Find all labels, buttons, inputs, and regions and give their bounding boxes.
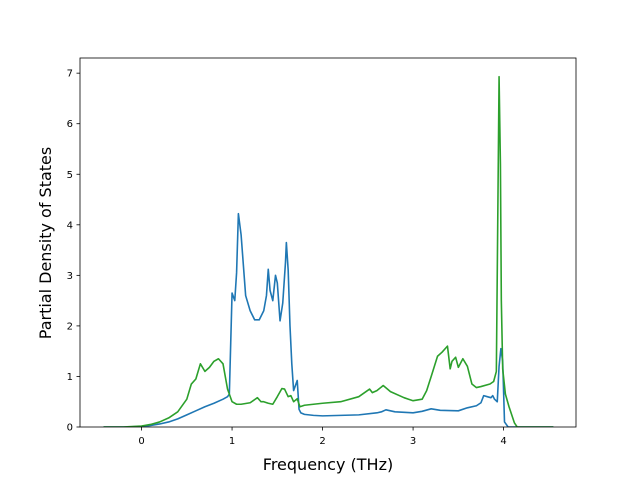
plot-frame [79, 57, 577, 428]
y-tick-label: 5 [67, 170, 73, 181]
x-axis-label: Frequency (THz) [263, 455, 393, 474]
x-tick-label: 3 [410, 436, 416, 447]
y-axis-label: Partial Density of States [36, 147, 55, 339]
x-tick-label: 2 [319, 436, 325, 447]
y-tick-label: 2 [67, 321, 73, 332]
series-line-1 [103, 212, 554, 427]
y-tick-label: 1 [67, 372, 73, 383]
x-tick-label: 0 [138, 436, 144, 447]
x-tick-label: 1 [229, 436, 235, 447]
y-tick-label: 6 [67, 119, 73, 130]
series-layer [103, 75, 554, 427]
x-tick-label: 4 [500, 436, 506, 447]
y-tick-label: 0 [67, 423, 73, 434]
y-tick-label: 4 [67, 220, 73, 231]
y-axis: 0 1 2 3 4 5 6 7 [67, 69, 80, 434]
y-tick-label: 3 [67, 271, 73, 282]
y-tick-label: 7 [67, 69, 73, 80]
series-line-2 [103, 75, 554, 427]
x-axis: 0 1 2 3 4 [138, 427, 507, 447]
